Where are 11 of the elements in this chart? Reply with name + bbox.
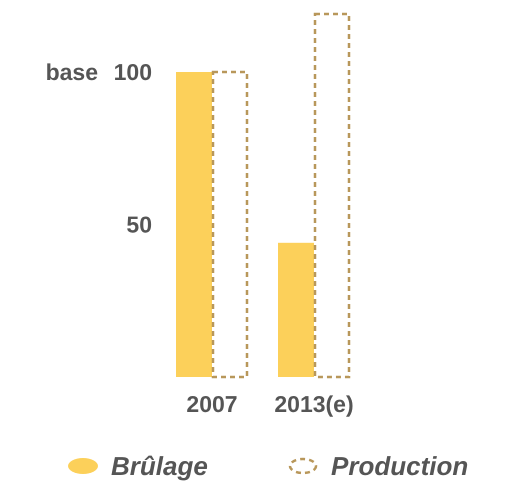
bar <box>212 70 248 378</box>
legend-label: Production <box>331 451 468 482</box>
x-tick-label: 2013(e) <box>274 391 354 417</box>
y-tick-label: 50 <box>126 212 152 238</box>
bar <box>314 12 350 378</box>
legend-label: Brûlage <box>111 451 208 482</box>
bar <box>176 72 212 377</box>
x-tick-label: 2007 <box>186 391 238 417</box>
bar <box>278 242 314 377</box>
y-tick-label: 100 <box>114 59 152 86</box>
text: base <box>46 59 98 86</box>
